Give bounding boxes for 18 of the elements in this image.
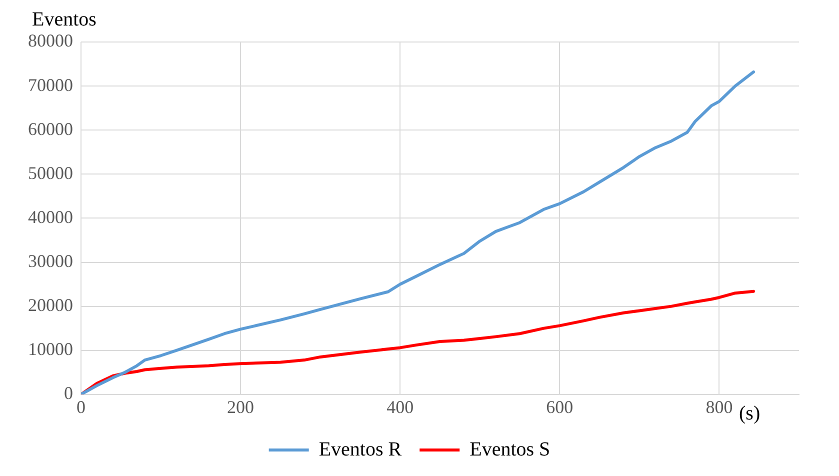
y-tick-label: 0 (64, 383, 73, 404)
x-tick-label: 200 (227, 396, 254, 417)
legend-label: Eventos S (470, 438, 550, 460)
y-tick-label: 20000 (28, 295, 73, 316)
y-tick-label: 40000 (28, 206, 73, 227)
y-tick-label: 50000 (28, 162, 73, 183)
y-tick-label: 10000 (28, 339, 73, 360)
y-axis-title: Eventos (32, 8, 97, 30)
legend-label: Eventos R (318, 438, 402, 460)
x-tick-label: 800 (706, 396, 733, 417)
x-tick-label: 600 (546, 396, 574, 417)
y-tick-label: 70000 (28, 74, 73, 95)
x-tick-label: 400 (386, 396, 414, 417)
x-tick-label: 0 (76, 396, 86, 417)
y-tick-label: 30000 (28, 250, 73, 271)
x-axis-title: (s) (739, 402, 760, 425)
y-tick-label: 60000 (28, 118, 73, 139)
y-tick-label: 80000 (28, 30, 73, 51)
